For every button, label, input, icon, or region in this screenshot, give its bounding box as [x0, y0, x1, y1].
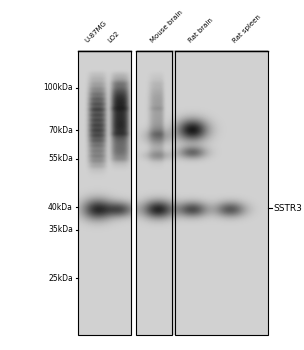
Text: 40kDa: 40kDa — [48, 203, 73, 211]
Bar — [78, 51, 131, 335]
Bar — [136, 51, 172, 335]
Text: Rat brain: Rat brain — [188, 17, 215, 44]
Text: LO2: LO2 — [107, 30, 120, 44]
Text: 55kDa: 55kDa — [48, 154, 73, 163]
Text: SSTR3: SSTR3 — [273, 204, 302, 213]
Bar — [175, 51, 268, 335]
Text: Rat spleen: Rat spleen — [232, 14, 262, 44]
Text: Mouse brain: Mouse brain — [150, 9, 184, 44]
Text: 70kDa: 70kDa — [48, 126, 73, 135]
Text: 100kDa: 100kDa — [43, 83, 73, 92]
Text: 35kDa: 35kDa — [48, 225, 73, 234]
Text: U-87MG: U-87MG — [83, 20, 107, 44]
Text: 25kDa: 25kDa — [48, 274, 73, 282]
